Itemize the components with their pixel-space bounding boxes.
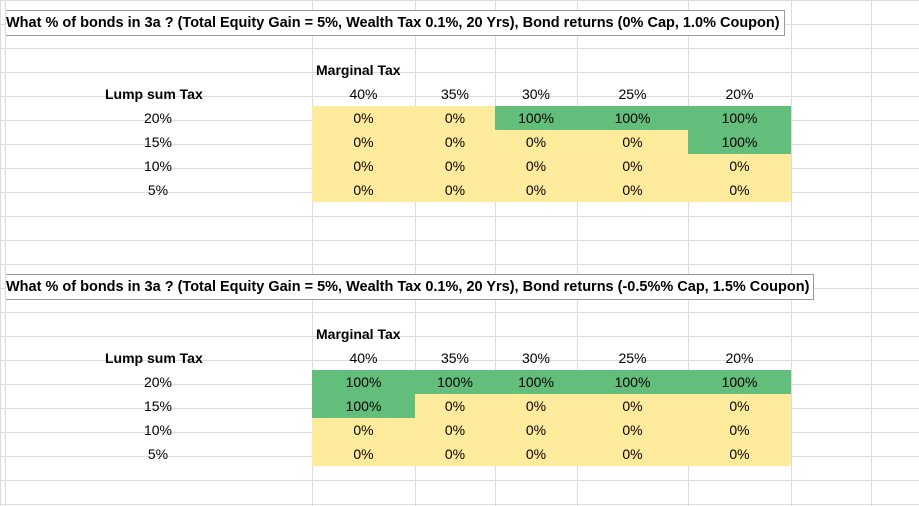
data-cell[interactable]: 100% bbox=[688, 130, 791, 154]
data-cell[interactable]: 0% bbox=[577, 418, 688, 442]
column-header: 30% bbox=[521, 350, 551, 366]
data-cell[interactable]: 0% bbox=[495, 154, 577, 178]
marginal-tax-label: Marginal Tax bbox=[316, 326, 401, 342]
column-header: 20% bbox=[725, 350, 754, 366]
data-cell[interactable]: 0% bbox=[312, 130, 415, 154]
data-cell[interactable]: 100% bbox=[688, 106, 791, 130]
column-header: 35% bbox=[440, 86, 470, 102]
data-cell[interactable]: 0% bbox=[688, 178, 791, 202]
data-cell[interactable]: 100% bbox=[495, 106, 577, 130]
data-cell[interactable]: 0% bbox=[495, 130, 577, 154]
data-cell[interactable]: 0% bbox=[415, 106, 495, 130]
data-cell[interactable]: 0% bbox=[415, 178, 495, 202]
lump-sum-tax-label: Lump sum Tax bbox=[105, 350, 203, 366]
data-cell[interactable]: 0% bbox=[312, 106, 415, 130]
column-header: 25% bbox=[618, 86, 647, 102]
data-cell[interactable]: 100% bbox=[577, 106, 688, 130]
data-cell[interactable]: 100% bbox=[312, 370, 415, 394]
data-cell[interactable]: 100% bbox=[577, 370, 688, 394]
data-cell[interactable]: 0% bbox=[688, 442, 791, 466]
row-header: 5% bbox=[147, 446, 169, 462]
data-cell[interactable]: 0% bbox=[495, 418, 577, 442]
data-cell[interactable]: 0% bbox=[577, 394, 688, 418]
data-cell[interactable]: 0% bbox=[312, 178, 415, 202]
row-header: 15% bbox=[143, 134, 173, 150]
marginal-tax-label: Marginal Tax bbox=[316, 62, 401, 78]
column-header: 25% bbox=[618, 350, 647, 366]
data-cell[interactable]: 0% bbox=[415, 442, 495, 466]
data-cell[interactable]: 100% bbox=[495, 370, 577, 394]
data-cell[interactable]: 0% bbox=[312, 418, 415, 442]
data-cell[interactable]: 0% bbox=[415, 418, 495, 442]
data-cell[interactable]: 0% bbox=[577, 130, 688, 154]
data-cell[interactable]: 0% bbox=[495, 442, 577, 466]
table-title: What % of bonds in 3a ? (Total Equity Ga… bbox=[6, 10, 785, 36]
column-header: 20% bbox=[725, 86, 754, 102]
data-cell[interactable]: 0% bbox=[415, 154, 495, 178]
data-cell[interactable]: 0% bbox=[415, 394, 495, 418]
row-header: 10% bbox=[143, 158, 173, 174]
column-header: 35% bbox=[440, 350, 470, 366]
data-cell[interactable]: 0% bbox=[688, 394, 791, 418]
data-cell[interactable]: 0% bbox=[577, 442, 688, 466]
row-header: 20% bbox=[143, 374, 173, 390]
column-header: 40% bbox=[349, 350, 378, 366]
data-cell[interactable]: 100% bbox=[688, 370, 791, 394]
data-cell[interactable]: 0% bbox=[415, 130, 495, 154]
lump-sum-tax-label: Lump sum Tax bbox=[105, 86, 203, 102]
row-header: 20% bbox=[143, 110, 173, 126]
row-header: 15% bbox=[143, 398, 173, 414]
data-cell[interactable]: 0% bbox=[312, 442, 415, 466]
table-title: What % of bonds in 3a ? (Total Equity Ga… bbox=[6, 274, 815, 300]
row-header: 5% bbox=[147, 182, 169, 198]
data-cell[interactable]: 0% bbox=[688, 154, 791, 178]
column-header: 40% bbox=[349, 86, 378, 102]
data-cell[interactable]: 0% bbox=[495, 178, 577, 202]
row-header: 10% bbox=[143, 422, 173, 438]
data-cell[interactable]: 0% bbox=[577, 154, 688, 178]
data-cell[interactable]: 0% bbox=[688, 418, 791, 442]
data-cell[interactable]: 100% bbox=[415, 370, 495, 394]
data-cell[interactable]: 0% bbox=[495, 394, 577, 418]
column-header: 30% bbox=[521, 86, 551, 102]
data-cell[interactable]: 100% bbox=[312, 394, 415, 418]
data-cell[interactable]: 0% bbox=[577, 178, 688, 202]
data-cell[interactable]: 0% bbox=[312, 154, 415, 178]
